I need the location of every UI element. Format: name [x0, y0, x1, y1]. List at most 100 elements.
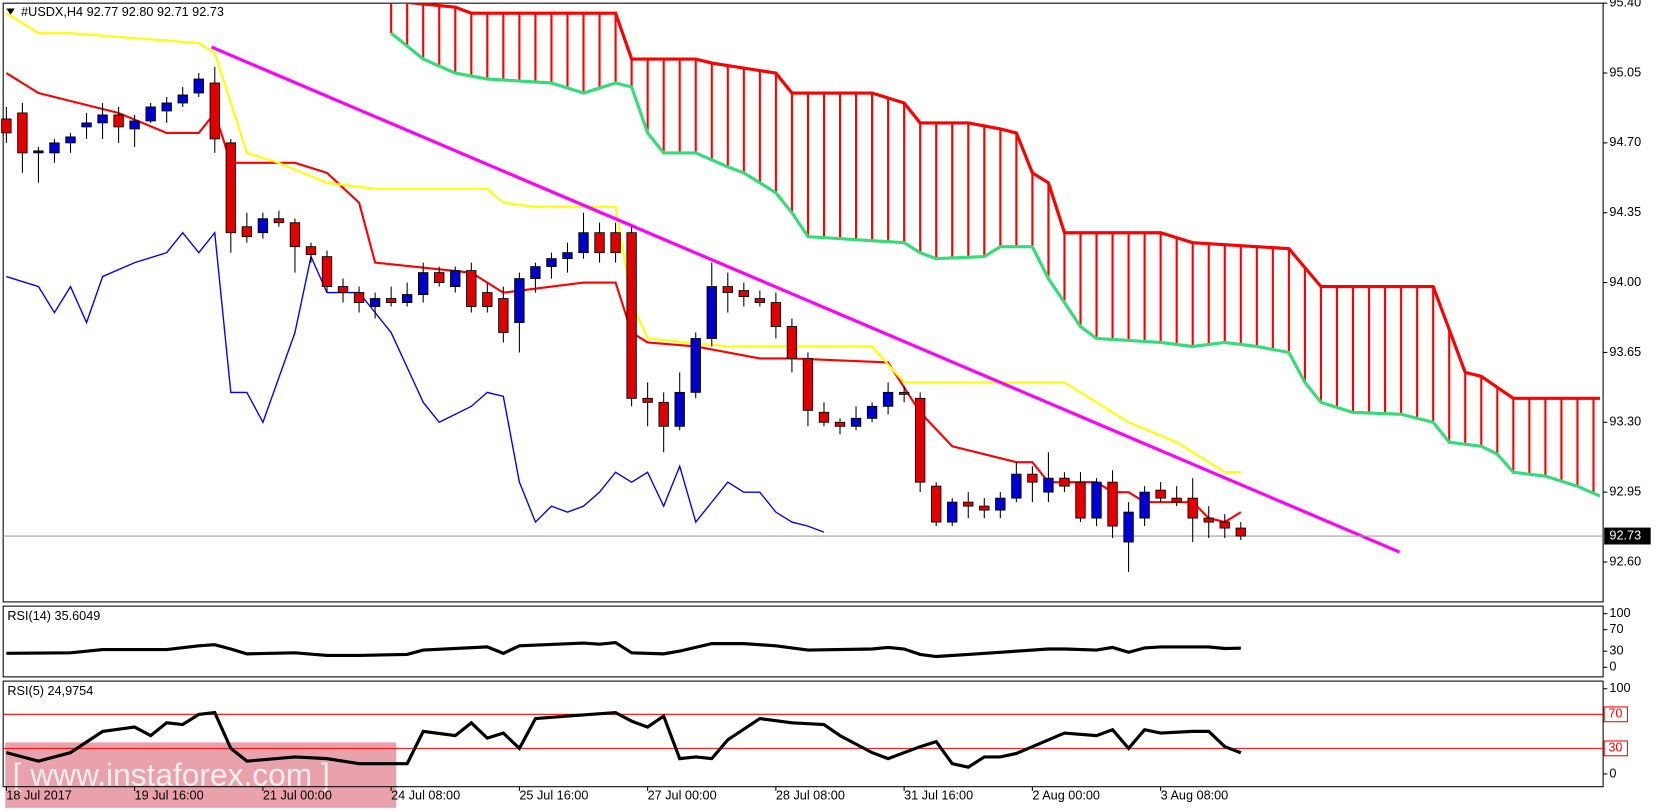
candle-body	[754, 298, 766, 303]
candle-body	[369, 298, 381, 307]
candle-body	[434, 272, 445, 284]
candle-body	[1027, 473, 1038, 483]
candle-body	[193, 78, 204, 94]
candle-body	[450, 270, 461, 287]
candle-body	[770, 302, 782, 327]
candle-body	[658, 401, 669, 427]
candle-body	[1139, 491, 1150, 519]
candle-body	[1107, 481, 1118, 527]
y-tick-label: 0	[1609, 766, 1616, 780]
candle-body	[385, 298, 397, 303]
candle-body	[866, 405, 878, 419]
candle-body	[738, 290, 749, 297]
candle-body	[642, 397, 653, 403]
candle-body	[273, 218, 285, 224]
y-tick-label: 100	[1609, 606, 1630, 620]
candle-body	[161, 102, 172, 112]
panel-frame	[2, 680, 1604, 788]
candle-body	[1091, 481, 1102, 519]
candle-body	[1, 118, 12, 134]
candle-body	[289, 222, 301, 248]
indicator-line	[6, 230, 825, 533]
candle-body	[337, 286, 349, 293]
y-tick-label: 0	[1609, 660, 1616, 674]
chart-title: #USDX,H4 92.77 92.80 92.71 92.73	[21, 5, 224, 19]
candle-body	[882, 391, 894, 407]
candle-body	[418, 272, 429, 295]
level-box	[1603, 740, 1628, 757]
candle-body	[931, 485, 942, 523]
level-label: 30	[1608, 741, 1622, 755]
candle-body	[225, 142, 236, 234]
candle-body	[850, 417, 862, 427]
y-tick-label: 92.60	[1609, 554, 1641, 568]
candle-body	[947, 501, 958, 523]
candle-body	[466, 270, 477, 307]
x-tick-label: 31 Jul 16:00	[904, 789, 973, 803]
candle-body	[482, 292, 493, 307]
y-tick-label: 94.35	[1609, 205, 1641, 219]
level-box	[1603, 706, 1628, 723]
candle-body	[995, 497, 1006, 511]
candle-body	[690, 338, 701, 393]
level-label: 70	[1608, 707, 1622, 721]
candle-body	[818, 411, 830, 423]
x-tick-label: 24 Jul 08:00	[391, 789, 460, 803]
indicator-line	[390, 31, 1601, 498]
candle-body	[1155, 489, 1166, 499]
y-tick-label: 93.30	[1609, 415, 1641, 429]
candle-body	[113, 114, 124, 128]
x-tick-label: 28 Jul 08:00	[776, 789, 845, 803]
y-tick-label: 95.05	[1609, 65, 1641, 79]
menu-arrow	[6, 8, 15, 15]
x-tick-label: 25 Jul 16:00	[519, 789, 588, 803]
candle-body	[802, 358, 814, 411]
candle-body	[1059, 477, 1070, 487]
candle-body	[786, 326, 798, 359]
candle-body	[33, 150, 44, 154]
trend-line	[210, 45, 1401, 554]
panel-title: RSI(5) 24,9754	[7, 684, 93, 698]
candle-body	[722, 286, 733, 293]
candle-body	[610, 232, 621, 254]
indicator-line	[5, 12, 1241, 474]
candle-body	[546, 258, 557, 268]
candle-body	[1075, 481, 1086, 519]
y-tick-label: 93.65	[1609, 345, 1641, 359]
rsi-line	[6, 640, 1241, 659]
indicator-line	[5, 72, 1242, 524]
candle-body	[562, 252, 573, 260]
x-tick-label: 18 Jul 2017	[6, 789, 71, 803]
candle-body	[1171, 497, 1182, 503]
candle-body	[514, 278, 525, 323]
candle-body	[209, 82, 220, 140]
candle-body	[49, 142, 60, 154]
candle-body	[914, 397, 926, 483]
candle-body	[706, 286, 717, 339]
y-tick-label: 70	[1609, 622, 1623, 636]
candle-body	[1123, 511, 1134, 543]
candle-body	[353, 292, 365, 303]
candle-body	[65, 136, 76, 144]
candle-body	[81, 122, 92, 128]
x-tick-label: 21 Jul 00:00	[263, 789, 332, 803]
candle-body	[241, 226, 253, 238]
candle-body	[834, 421, 846, 427]
candle-body	[177, 94, 188, 104]
candle-body	[530, 266, 541, 280]
x-tick-label: 27 Jul 00:00	[648, 789, 717, 803]
candle-body	[498, 298, 509, 333]
candle-body	[1219, 521, 1230, 529]
candle-body	[401, 294, 413, 303]
panel-frame	[2, 605, 1604, 678]
candle-body	[578, 232, 589, 254]
current-price-box	[1604, 527, 1651, 545]
y-tick-label: 92.95	[1609, 484, 1641, 498]
indicator-line	[399, 3, 1600, 400]
x-tick-label: 19 Jul 16:00	[135, 789, 204, 803]
candle-body	[898, 391, 910, 395]
